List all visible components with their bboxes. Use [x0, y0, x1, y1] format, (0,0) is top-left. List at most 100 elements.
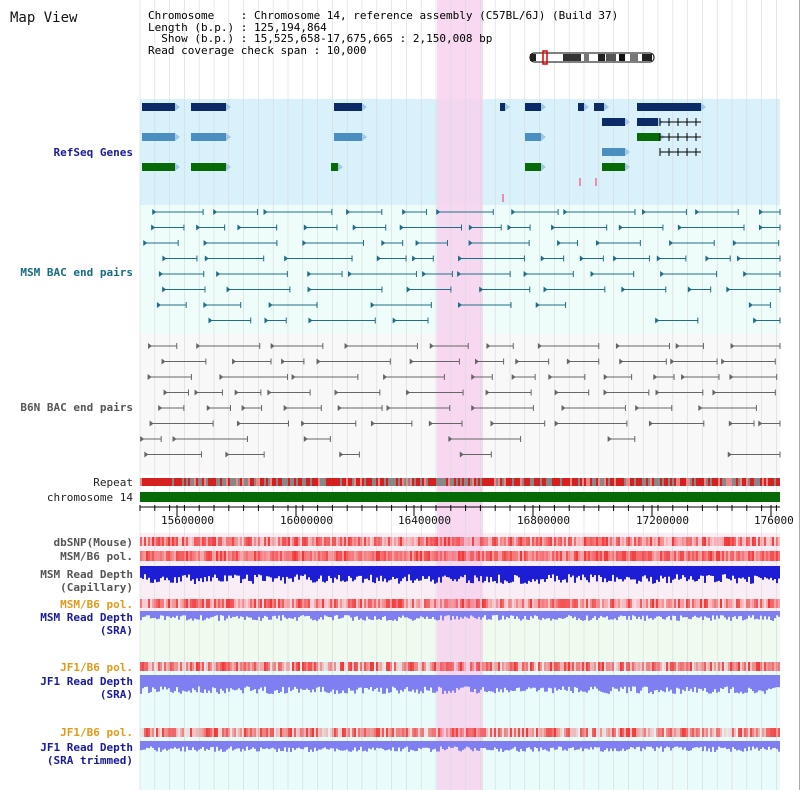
msm-sra-depth-bar: [380, 611, 382, 620]
msm-b6-pol2-heat-cell: [338, 599, 340, 608]
track-label-repeat[interactable]: Repeat: [93, 476, 133, 489]
msm-sra-depth-bar: [152, 611, 154, 619]
msm-capillary-depth-bar: [434, 566, 436, 584]
msm-bac-pair-end: [468, 240, 473, 246]
track-label-jf1-b6-pol[interactable]: JF1/B6 pol.: [60, 661, 133, 674]
jf1-trimmed-depth-bar: [732, 741, 734, 748]
repeat-block: [616, 478, 618, 486]
jf1-b6-pol-heat-cell: [774, 662, 776, 671]
jf1-sra-depth-bar: [250, 675, 252, 691]
msm-b6-pol2-heat-cell: [728, 599, 730, 608]
jf1-b6-pol2-heat-cell: [272, 728, 274, 737]
repeat-block: [530, 478, 532, 486]
jf1-b6-pol-heat-cell: [336, 662, 338, 671]
jf1-sra-depth-bar: [672, 675, 674, 694]
jf1-b6-pol-heat-cell: [180, 662, 182, 671]
jf1-b6-pol2-heat-cell: [234, 728, 236, 737]
jf1-trimmed-depth-bar: [410, 741, 412, 750]
jf1-b6-pol-heat-cell: [652, 662, 654, 671]
msm-sra-depth-bar: [150, 611, 152, 619]
jf1-b6-pol2-heat-cell: [598, 728, 600, 737]
msm-capillary-depth-bar: [620, 566, 622, 580]
jf1-b6-pol-heat-cell: [616, 662, 618, 671]
jf1-sra-depth-bar: [744, 675, 746, 693]
msm-capillary-depth-bar: [448, 566, 450, 578]
msm-b6-pol-heat-cell: [346, 551, 348, 561]
jf1-b6-pol2-heat-cell: [510, 728, 512, 737]
b6n-bac-pair-end: [729, 374, 734, 380]
track-label-msm-b6-pol[interactable]: MSM/B6 pol.: [60, 550, 133, 563]
jf1-sra-depth-bar: [440, 675, 442, 688]
msm-sra-depth-bar: [198, 611, 200, 620]
msm-b6-pol-heat-cell: [344, 551, 346, 561]
track-label-jf1-b6-pol-2[interactable]: JF1/B6 pol.: [60, 726, 133, 739]
msm-b6-pol-heat-cell: [536, 551, 538, 561]
jf1-trimmed-depth-bar: [700, 741, 702, 747]
msm-b6-pol2-heat-cell: [766, 599, 768, 608]
jf1-b6-pol2-heat-cell: [536, 728, 538, 737]
jf1-sra-depth-bar: [682, 675, 684, 690]
msm-sra-depth-bar: [140, 611, 142, 621]
msm-capillary-depth-bar: [374, 566, 376, 584]
jf1-b6-pol2-heat-cell: [208, 728, 210, 737]
track-label-msm-depth-sra[interactable]: MSM Read Depth: [40, 611, 133, 624]
track-label-refseq[interactable]: RefSeq Genes: [53, 146, 133, 159]
dbsnp-heat-cell: [536, 537, 538, 546]
b6n-bac-pair-end: [316, 358, 321, 365]
msm-capillary-depth-bar: [258, 566, 260, 575]
msm-b6-pol-heat-cell: [644, 551, 646, 561]
track-label-msm-bac[interactable]: MSM BAC end pairs: [20, 266, 133, 279]
dbsnp-heat-cell: [206, 537, 208, 546]
msm-capillary-depth-bar: [514, 566, 516, 575]
dbsnp-heat-cell: [534, 537, 536, 546]
dbsnp-heat-cell: [270, 537, 272, 546]
msm-sra-depth-bar: [702, 611, 704, 620]
dbsnp-heat-cell: [484, 537, 486, 546]
jf1-sra-depth-bar: [426, 675, 428, 691]
msm-b6-pol-heat-cell: [464, 551, 466, 561]
jf1-b6-pol-heat-cell: [560, 662, 562, 671]
msm-b6-pol2-heat-cell: [298, 599, 300, 608]
repeat-block: [156, 478, 158, 486]
msm-b6-pol-heat-cell: [640, 551, 642, 561]
jf1-sra-depth-bar: [176, 675, 178, 688]
msm-b6-pol-heat-cell: [472, 551, 474, 561]
jf1-trimmed-depth-bar: [188, 741, 190, 751]
track-label-jf1-depth-trim[interactable]: JF1 Read Depth: [40, 741, 133, 754]
grid-lines: [139, 0, 777, 790]
msm-sra-depth-bar: [726, 611, 728, 620]
dbsnp-heat-cell: [156, 537, 158, 546]
jf1-b6-pol-heat-cell: [318, 662, 320, 671]
dbsnp-heat-cell: [176, 537, 178, 546]
jf1-trimmed-depth-bar: [440, 741, 442, 747]
msm-b6-pol-heat-cell: [442, 551, 444, 561]
repeat-block: [338, 478, 340, 486]
jf1-trimmed-depth-bar: [630, 741, 632, 747]
jf1-trimmed-depth-bar: [612, 741, 614, 752]
track-label-chromosome[interactable]: chromosome 14: [46, 491, 133, 504]
jf1-sra-depth-bar: [612, 675, 614, 688]
msm-sra-depth-bar: [438, 611, 440, 620]
track-label-msm-b6-pol-2[interactable]: MSM/B6 pol.: [60, 598, 133, 611]
msm-b6-pol2-heat-cell: [272, 599, 274, 608]
jf1-b6-pol-heat-cell: [752, 662, 754, 671]
jf1-trimmed-depth-bar: [252, 741, 254, 748]
msm-bac-pair-end: [436, 209, 441, 215]
track-label-jf1-depth-sra[interactable]: JF1 Read Depth: [40, 675, 133, 688]
msm-sra-depth-bar: [182, 611, 184, 616]
dbsnp-heat-cell: [526, 537, 528, 546]
jf1-trimmed-depth-bar: [474, 741, 476, 748]
repeat-block: [600, 478, 602, 486]
track-label-msm-depth-capillary[interactable]: MSM Read Depth: [40, 568, 133, 581]
jf1-b6-pol-heat-cell: [328, 662, 330, 671]
jf1-sra-depth-bar: [618, 675, 620, 692]
jf1-b6-pol-heat-cell: [644, 662, 646, 671]
jf1-b6-pol2-heat-cell: [594, 728, 596, 737]
track-label-b6n-bac[interactable]: B6N BAC end pairs: [20, 401, 133, 414]
jf1-b6-pol2-heat-cell: [294, 728, 296, 737]
jf1-trimmed-depth-bar: [578, 741, 580, 750]
track-label-dbsnp[interactable]: dbSNP(Mouse): [53, 536, 133, 549]
jf1-b6-pol2-heat-cell: [302, 728, 304, 737]
jf1-b6-pol-heat-cell: [422, 662, 424, 671]
